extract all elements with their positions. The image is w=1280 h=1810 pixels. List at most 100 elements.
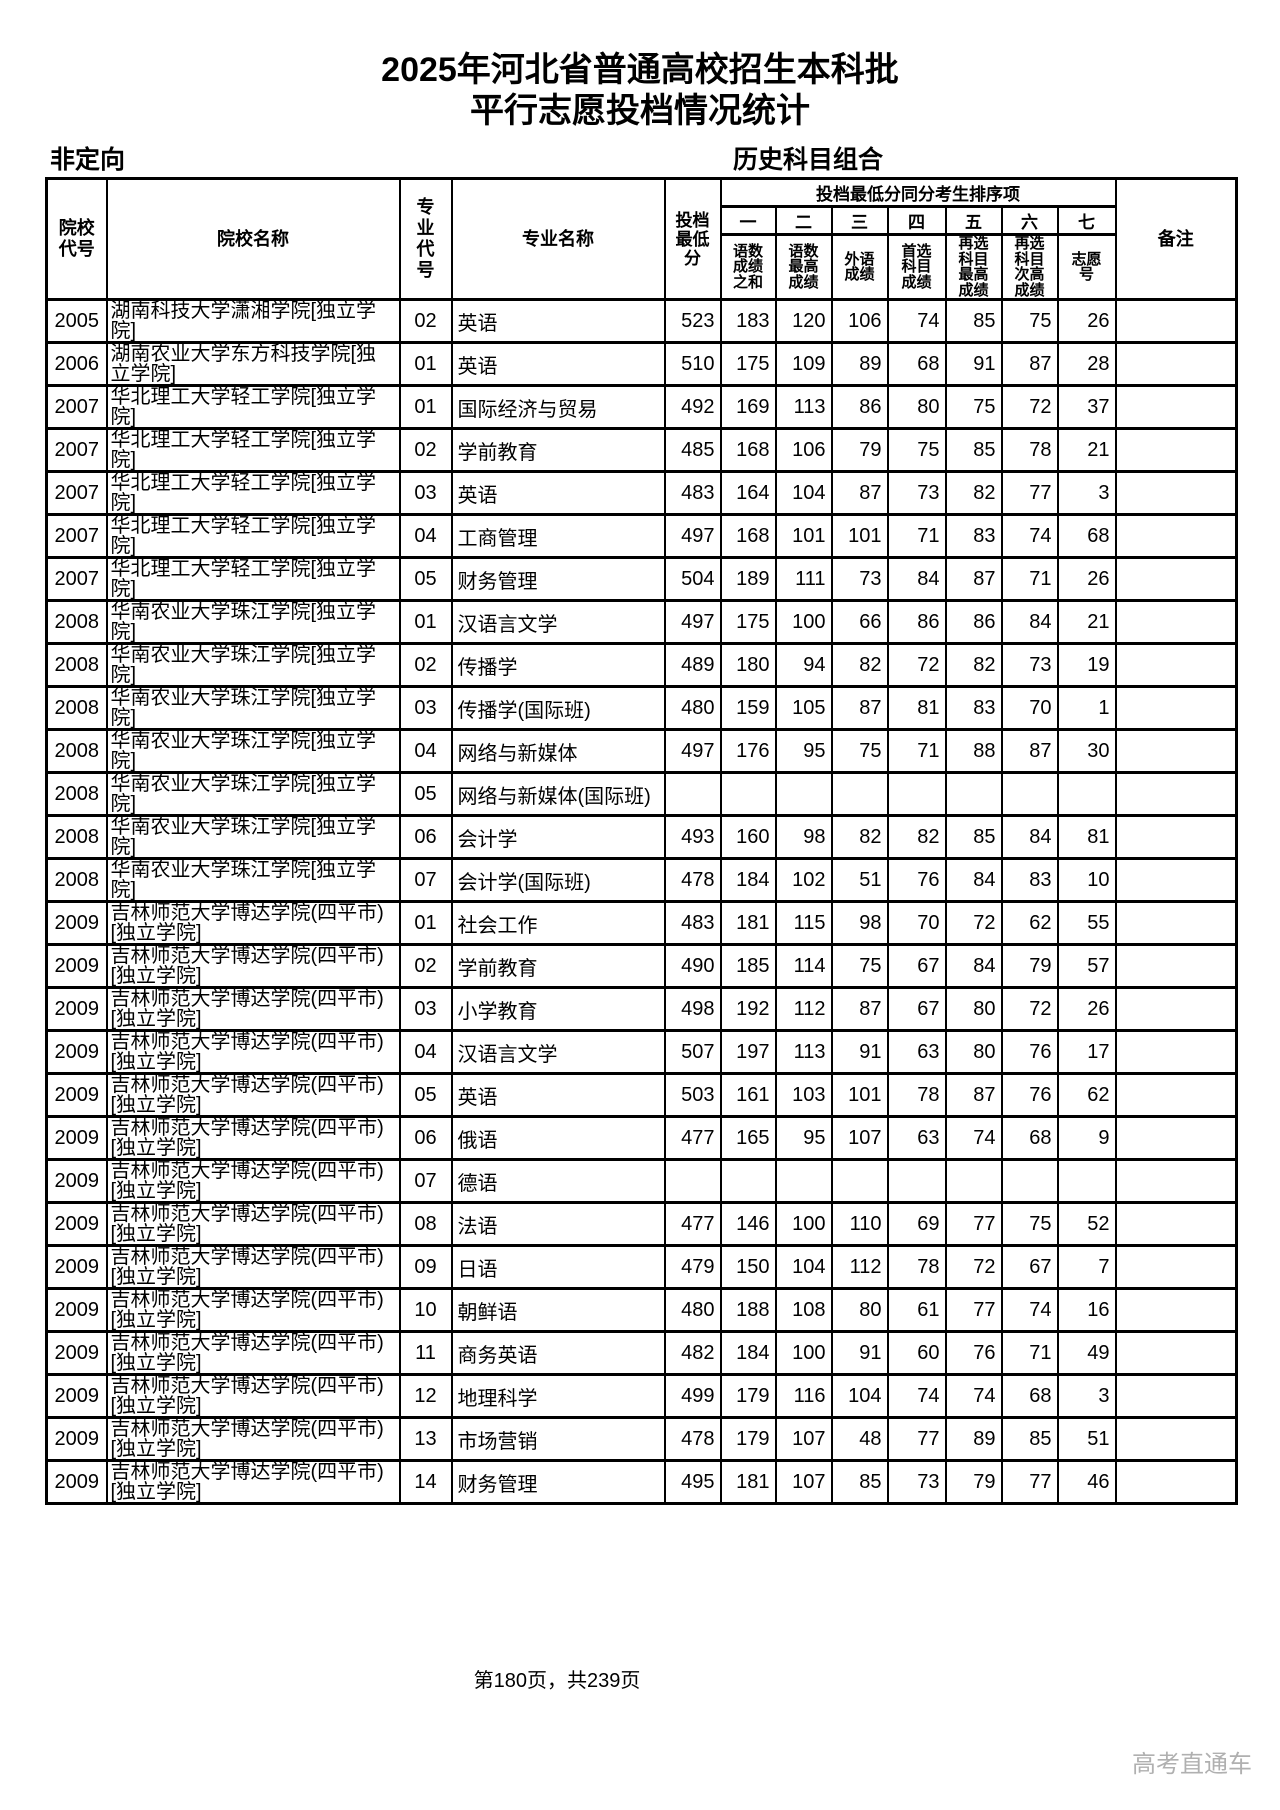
cell-sort-5: 76 (944, 1330, 1003, 1376)
cell-college-name: 华北理工大学轻工学院[独立学院] (105, 427, 401, 473)
cell-major-code: 01 (398, 900, 453, 946)
page-title: 2025年河北省普通高校招生本科批 平行志愿投档情况统计 (0, 50, 1280, 132)
cell-sort-4: 68 (886, 341, 947, 387)
cell-sort-4: 71 (886, 513, 947, 559)
cell-remark (1114, 771, 1238, 817)
cell-sort-6: 76 (1000, 1029, 1059, 1075)
cell-sort-1: 165 (719, 1115, 777, 1161)
cell-college-code: 2008 (45, 728, 108, 774)
cell-major-code: 06 (398, 814, 453, 860)
cell-sort-5: 82 (944, 470, 1003, 516)
cell-sort-7: 10 (1056, 857, 1117, 903)
cell-sort-5: 80 (944, 1029, 1003, 1075)
cell-major-name: 汉语言文学 (450, 1029, 666, 1075)
cell-sort-1: 181 (719, 1459, 777, 1505)
cell-sort-5: 91 (944, 341, 1003, 387)
cell-sort-2: 100 (774, 599, 833, 645)
cell-sort-7: 52 (1056, 1201, 1117, 1247)
cell-sort-3: 101 (830, 1072, 889, 1118)
cell-major-name: 社会工作 (450, 900, 666, 946)
cell-sort-4 (886, 1158, 947, 1204)
cell-sort-4: 78 (886, 1072, 947, 1118)
cell-min-score: 497 (663, 599, 722, 645)
cell-sort-6: 70 (1000, 685, 1059, 731)
cell-sort-3 (830, 1158, 889, 1204)
cell-sort-7: 57 (1056, 943, 1117, 989)
cell-sort-3: 106 (830, 298, 889, 344)
cell-sort-2: 98 (774, 814, 833, 860)
cell-college-code: 2007 (45, 427, 108, 473)
cell-sort-5: 84 (944, 857, 1003, 903)
cell-min-score: 480 (663, 1287, 722, 1333)
cell-sort-5: 72 (944, 1244, 1003, 1290)
cell-college-code: 2009 (45, 1158, 108, 1204)
cell-min-score: 489 (663, 642, 722, 688)
header-sort-num-1: 一 (719, 205, 777, 236)
cell-major-code: 02 (398, 642, 453, 688)
cell-sort-5: 74 (944, 1115, 1003, 1161)
cell-sort-7 (1056, 1158, 1117, 1204)
cell-sort-4: 69 (886, 1201, 947, 1247)
cell-remark (1114, 599, 1238, 645)
cell-sort-2: 115 (774, 900, 833, 946)
cell-sort-5: 85 (944, 427, 1003, 473)
table-row: 2008 华南农业大学珠江学院[独立学院] 06 会计学 493 160 98 82 82 85 8… (45, 814, 1238, 860)
cell-remark (1114, 1201, 1238, 1247)
cell-college-name: 华南农业大学珠江学院[独立学院] (105, 771, 401, 817)
cell-college-code: 2009 (45, 1330, 108, 1376)
cell-major-name: 汉语言文学 (450, 599, 666, 645)
cell-sort-1: 184 (719, 1330, 777, 1376)
cell-remark (1114, 341, 1238, 387)
cell-major-code: 01 (398, 341, 453, 387)
cell-remark (1114, 814, 1238, 860)
cell-college-name: 湖南农业大学东方科技学院[独立学院] (105, 341, 401, 387)
cell-major-name: 工商管理 (450, 513, 666, 559)
cell-sort-7: 46 (1056, 1459, 1117, 1505)
page-number: 第180页，共239页 (473, 1670, 641, 1692)
plan-type-label: 非定向 (50, 146, 126, 174)
cell-major-code: 11 (398, 1330, 453, 1376)
cell-sort-1: 161 (719, 1072, 777, 1118)
cell-major-name: 国际经济与贸易 (450, 384, 666, 430)
cell-sort-7: 3 (1056, 1373, 1117, 1419)
cell-sort-1: 185 (719, 943, 777, 989)
cell-major-name: 法语 (450, 1201, 666, 1247)
table-row: 2009 吉林师范大学博达学院(四平市)[独立学院] 02 学前教育 490 185 114… (45, 943, 1238, 989)
table-row: 2009 吉林师范大学博达学院(四平市)[独立学院] 12 地理科学 499 179 116… (45, 1373, 1238, 1419)
cell-major-name: 财务管理 (450, 1459, 666, 1505)
cell-sort-3: 82 (830, 642, 889, 688)
table-row: 2007 华北理工大学轻工学院[独立学院] 01 国际经济与贸易 492 169 113 86… (45, 384, 1238, 430)
cell-college-name: 吉林师范大学博达学院(四平市)[独立学院] (105, 1158, 401, 1204)
cell-college-name: 吉林师范大学博达学院(四平市)[独立学院] (105, 1416, 401, 1462)
cell-sort-7 (1056, 771, 1117, 817)
header-sort-label-6: 再选科目次高成绩 (1000, 233, 1059, 301)
cell-major-name: 地理科学 (450, 1373, 666, 1419)
cell-major-name: 朝鲜语 (450, 1287, 666, 1333)
cell-college-name: 吉林师范大学博达学院(四平市)[独立学院] (105, 1115, 401, 1161)
cell-remark (1114, 900, 1238, 946)
cell-sort-1: 189 (719, 556, 777, 602)
cell-college-code: 2009 (45, 1029, 108, 1075)
cell-college-code: 2008 (45, 642, 108, 688)
cell-min-score: 497 (663, 513, 722, 559)
table-row: 2009 吉林师范大学博达学院(四平市)[独立学院] 06 俄语 477 165 95 107… (45, 1115, 1238, 1161)
cell-sort-2: 102 (774, 857, 833, 903)
cell-sort-7: 81 (1056, 814, 1117, 860)
cell-sort-5 (944, 771, 1003, 817)
cell-sort-3: 73 (830, 556, 889, 602)
cell-college-code: 2008 (45, 814, 108, 860)
table-row: 2009 吉林师范大学博达学院(四平市)[独立学院] 07 德语 (45, 1158, 1238, 1204)
cell-sort-1: 160 (719, 814, 777, 860)
cell-sort-6: 76 (1000, 1072, 1059, 1118)
cell-sort-6: 73 (1000, 642, 1059, 688)
cell-sort-5: 88 (944, 728, 1003, 774)
cell-sort-1: 192 (719, 986, 777, 1032)
cell-sort-7: 28 (1056, 341, 1117, 387)
cell-college-code: 2009 (45, 1459, 108, 1505)
cell-college-name: 华北理工大学轻工学院[独立学院] (105, 470, 401, 516)
cell-sort-4: 78 (886, 1244, 947, 1290)
cell-min-score: 497 (663, 728, 722, 774)
cell-sort-3: 79 (830, 427, 889, 473)
cell-sort-6: 78 (1000, 427, 1059, 473)
cell-sort-7: 19 (1056, 642, 1117, 688)
